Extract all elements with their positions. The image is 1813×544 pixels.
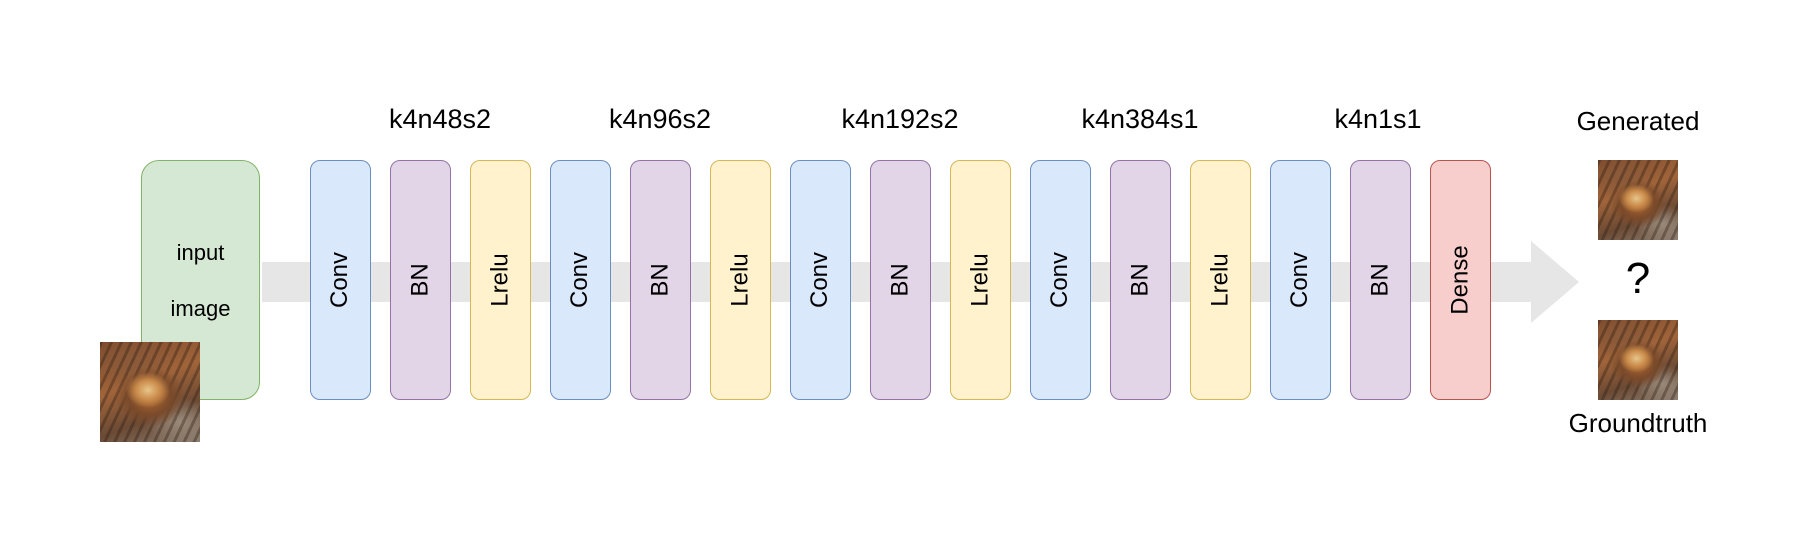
layer-label: Conv xyxy=(1286,251,1314,309)
layer-label: Conv xyxy=(326,251,354,309)
layer-label: BN xyxy=(886,263,914,297)
input-label-line2: image xyxy=(170,296,231,321)
layer-conv-2: Conv xyxy=(550,160,611,400)
flow-arrow-head xyxy=(1531,241,1579,323)
layer-label: Dense xyxy=(1446,245,1474,315)
layer-dense: Dense xyxy=(1430,160,1491,400)
groundtruth-label: Groundtruth xyxy=(1568,408,1708,438)
layer-bn-3: BN xyxy=(870,160,931,400)
layer-lrelu-2: Lrelu xyxy=(710,160,771,400)
generated-label: Generated xyxy=(1576,106,1700,136)
layer-bn-2: BN xyxy=(630,160,691,400)
layer-label: Lrelu xyxy=(486,253,514,307)
layer-label: BN xyxy=(1366,263,1394,297)
layer-bn-4: BN xyxy=(1110,160,1171,400)
layer-conv-1: Conv xyxy=(310,160,371,400)
question-mark: ? xyxy=(1625,254,1651,303)
layer-lrelu-4: Lrelu xyxy=(1190,160,1251,400)
input-image-thumbnail xyxy=(100,342,200,442)
layer-label: BN xyxy=(406,263,434,297)
groundtruth-image-thumbnail xyxy=(1598,320,1678,400)
layer-label: Conv xyxy=(566,251,594,309)
layer-label: Lrelu xyxy=(966,253,994,307)
layer-conv-5: Conv xyxy=(1270,160,1331,400)
group-label-2: k4n96s2 xyxy=(608,104,712,134)
layer-label: Conv xyxy=(1046,251,1074,309)
generated-image-thumbnail xyxy=(1598,160,1678,240)
group-label-5: k4n1s1 xyxy=(1334,104,1422,134)
group-label-3: k4n192s2 xyxy=(841,104,959,134)
layer-lrelu-1: Lrelu xyxy=(470,160,531,400)
layer-label: Lrelu xyxy=(726,253,754,307)
layer-label: BN xyxy=(1126,263,1154,297)
input-label-line1: input xyxy=(176,240,225,265)
layer-conv-3: Conv xyxy=(790,160,851,400)
layer-conv-4: Conv xyxy=(1030,160,1091,400)
layer-bn-5: BN xyxy=(1350,160,1411,400)
layer-lrelu-3: Lrelu xyxy=(950,160,1011,400)
group-label-1: k4n48s2 xyxy=(388,104,492,134)
layer-bn-1: BN xyxy=(390,160,451,400)
layer-label: Lrelu xyxy=(1206,253,1234,307)
layer-label: Conv xyxy=(806,251,834,309)
group-label-4: k4n384s1 xyxy=(1081,104,1199,134)
layer-label: BN xyxy=(646,263,674,297)
